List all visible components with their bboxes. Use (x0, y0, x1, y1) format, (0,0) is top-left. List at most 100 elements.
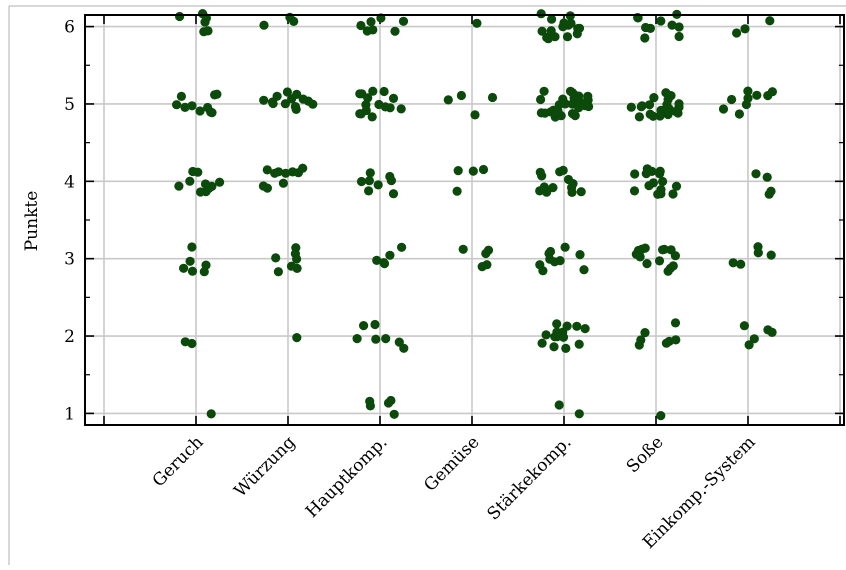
data-point (364, 186, 374, 196)
data-point (390, 26, 400, 36)
data-point (282, 87, 292, 97)
data-point (550, 332, 560, 342)
data-point (372, 255, 382, 265)
data-point (207, 108, 217, 118)
data-point (288, 167, 298, 177)
data-point (537, 171, 547, 181)
data-point (641, 169, 651, 179)
data-point (674, 99, 684, 109)
data-point (734, 109, 745, 119)
data-point (674, 31, 684, 42)
data-point (561, 343, 571, 353)
data-point (388, 189, 399, 199)
data-point (575, 250, 585, 260)
data-point (741, 99, 752, 110)
data-point (203, 26, 213, 36)
data-point (540, 108, 550, 118)
data-point (443, 95, 453, 105)
data-point (674, 22, 684, 32)
data-point (356, 176, 367, 187)
data-point (663, 109, 673, 120)
x-tick-label: Würzung (231, 432, 300, 501)
data-point (458, 244, 468, 254)
data-point (286, 261, 297, 271)
data-point (187, 242, 197, 252)
data-point (640, 33, 650, 43)
data-point (668, 189, 678, 199)
data-point (644, 100, 655, 110)
data-point (753, 242, 763, 252)
data-point (538, 266, 548, 276)
data-point (206, 409, 216, 419)
data-point (470, 110, 480, 120)
data-point (366, 17, 376, 27)
data-point (550, 32, 560, 42)
data-point (298, 163, 308, 173)
data-point (744, 340, 754, 350)
data-point (537, 26, 547, 36)
data-point (187, 101, 197, 111)
data-point (548, 183, 558, 193)
data-point (262, 165, 272, 175)
y-tick-label: 6 (64, 18, 75, 38)
data-point (641, 22, 651, 33)
data-point (670, 251, 681, 261)
data-point (574, 409, 584, 419)
data-point (736, 259, 746, 269)
data-point (371, 334, 381, 344)
data-point (174, 181, 184, 191)
data-point (572, 321, 582, 331)
data-point (567, 99, 578, 109)
axes-frame (84, 14, 845, 426)
data-points (172, 9, 778, 421)
data-point (280, 99, 290, 109)
data-point (558, 165, 568, 175)
data-point (452, 186, 462, 196)
x-tick-label: Stärkekomp. (484, 432, 576, 524)
data-point (536, 94, 546, 105)
data-point (718, 104, 729, 114)
data-point (626, 102, 636, 112)
data-point (667, 20, 677, 30)
data-point (670, 318, 681, 328)
data-point (267, 97, 278, 107)
data-point (289, 16, 299, 26)
x-tick-label: Geruch (149, 432, 208, 491)
data-point (640, 328, 650, 338)
y-tick-label: 4 (64, 172, 75, 192)
data-point (766, 186, 776, 196)
data-point (554, 400, 564, 410)
data-point (292, 333, 302, 343)
data-point (355, 89, 365, 99)
data-point (560, 242, 570, 252)
data-point (187, 266, 198, 276)
data-point (195, 187, 206, 197)
data-point (663, 266, 673, 276)
data-point (487, 92, 498, 103)
data-point (629, 186, 640, 196)
data-point (536, 9, 546, 19)
data-point (176, 91, 186, 101)
data-point (180, 102, 190, 112)
data-point (179, 263, 189, 273)
data-point (640, 243, 650, 253)
data-point (537, 338, 547, 348)
data-point (579, 265, 589, 275)
data-point (549, 342, 559, 352)
data-point (740, 24, 750, 34)
data-point (356, 20, 366, 31)
data-point (456, 90, 466, 101)
data-point (654, 256, 665, 266)
data-point (645, 109, 655, 119)
data-point (630, 169, 640, 179)
data-point (767, 327, 777, 337)
data-point (658, 176, 668, 187)
data-point (648, 178, 659, 188)
data-point (751, 169, 761, 179)
data-point (370, 319, 380, 330)
data-point (273, 267, 283, 277)
data-point (673, 108, 683, 118)
data-point (659, 244, 669, 254)
data-point (576, 187, 586, 197)
